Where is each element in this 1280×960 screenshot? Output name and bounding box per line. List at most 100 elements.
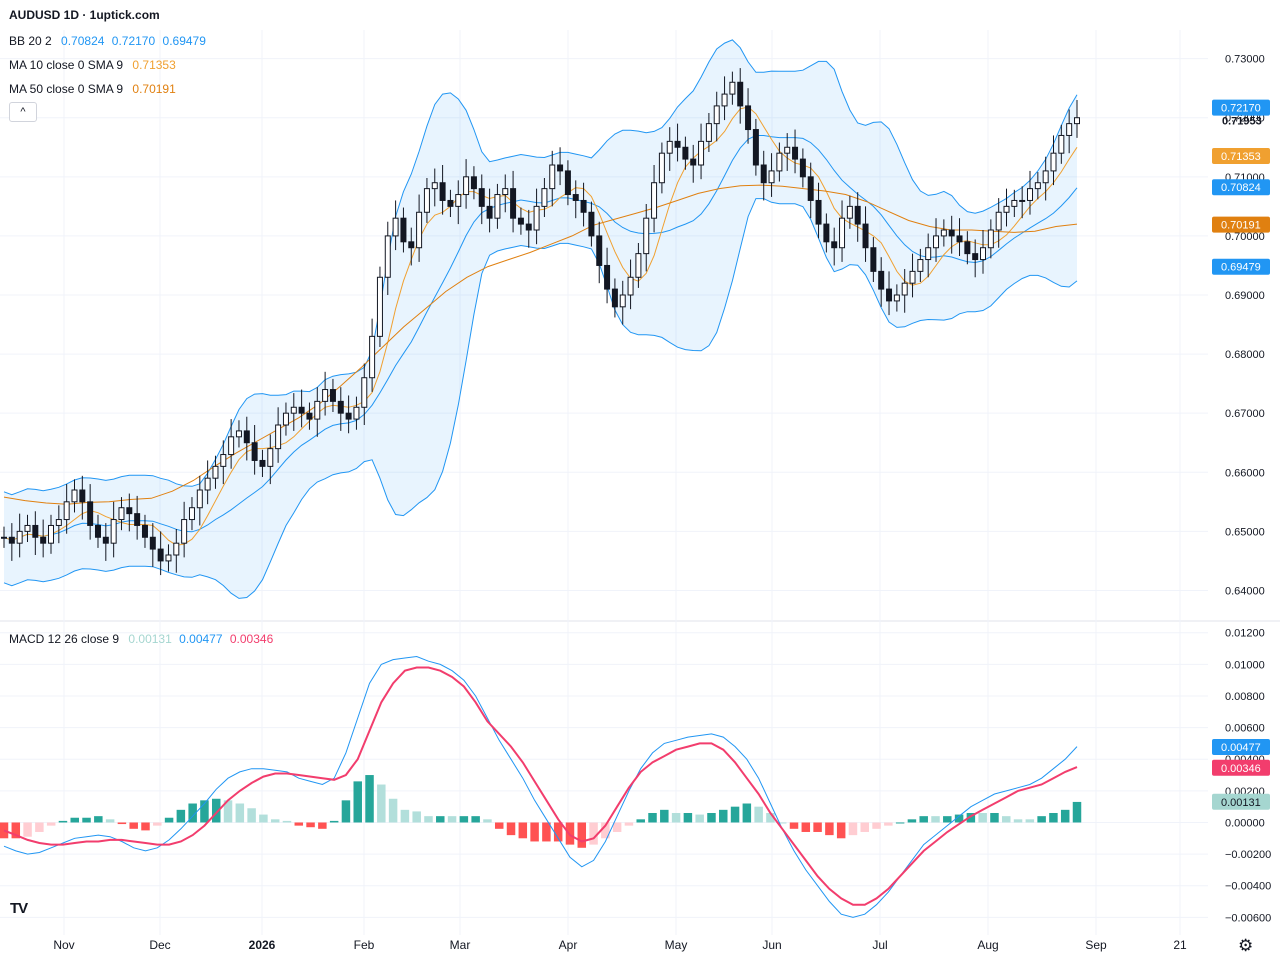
candle-body [235, 430, 242, 438]
candle-body [839, 217, 846, 249]
candle-body [71, 489, 78, 503]
legend-ma50[interactable]: MA 50 close 0 SMA 9 0.70191 [9, 82, 180, 96]
price-badge-label: 0.69479 [1221, 262, 1261, 274]
macd-histogram-bar [648, 812, 657, 823]
price-badge-label: 0.71353 [1221, 151, 1261, 163]
macd-histogram-bar [318, 822, 327, 829]
macd-histogram-bar [671, 812, 681, 823]
macd-histogram-bar [1002, 816, 1011, 823]
candle-body [964, 241, 971, 255]
gear-icon[interactable]: ⚙ [1238, 936, 1254, 955]
x-tick-label: Dec [149, 938, 170, 952]
y-tick-label: 0.67000 [1225, 408, 1265, 420]
candle-body [776, 152, 783, 172]
macd-histogram-bar [341, 800, 351, 823]
candle-body [729, 81, 736, 95]
y-tick-label: 0.00800 [1225, 691, 1265, 703]
candle-body [149, 536, 156, 550]
candle-body [32, 524, 39, 538]
legend-ma10[interactable]: MA 10 close 0 SMA 9 0.71353 [9, 58, 180, 72]
candle-body [721, 93, 728, 107]
candle-body [698, 140, 705, 166]
candle-body [173, 542, 180, 556]
candle-body [901, 282, 908, 296]
legend-bb-upper: 0.72170 [111, 34, 156, 48]
candle-body [784, 146, 791, 154]
candle-body [956, 235, 963, 243]
macd-histogram-bar [412, 811, 421, 823]
y-tick-label: 0.01000 [1225, 659, 1265, 671]
candle-body [541, 188, 548, 207]
macd-histogram-bar [58, 820, 68, 823]
macd-histogram-bar [223, 800, 233, 823]
macd-histogram-bar [294, 822, 304, 826]
macd-histogram-bar [624, 822, 634, 826]
candle-body [392, 217, 399, 237]
candle-body [212, 465, 219, 479]
y-tick-label: 0.00000 [1225, 817, 1265, 829]
candle-body [862, 223, 869, 249]
macd-histogram-bar [860, 822, 870, 832]
macd-histogram-bar [270, 819, 280, 823]
macd-histogram-bar [365, 775, 374, 823]
bollinger-band-fill [4, 39, 1077, 599]
chart-title: AUDUSD 1D · 1uptick.com [9, 8, 160, 22]
macd-histogram-bar [1072, 801, 1082, 823]
legend-ma50-name: MA 50 close 0 SMA 9 [9, 82, 124, 96]
macd-histogram-bar [282, 820, 292, 823]
y-tick-label: 0.69000 [1225, 290, 1265, 302]
macd-histogram-bar [494, 822, 504, 829]
macd-histogram-bar [966, 812, 976, 823]
macd-histogram-bar [1037, 816, 1046, 823]
macd-histogram-bar [707, 812, 716, 823]
candle-body [792, 146, 799, 160]
macd-histogram-bar [94, 816, 103, 823]
candle-body [290, 406, 297, 414]
legend-bb[interactable]: BB 20 2 0.70824 0.72170 0.69479 [9, 34, 210, 48]
macd-histogram-bar [200, 800, 209, 823]
candle-body [118, 507, 125, 521]
y-tick-label: 0.66000 [1225, 467, 1265, 479]
candle-body [917, 259, 924, 272]
macd-histogram-bar [931, 816, 940, 823]
y-tick-label: 0.70000 [1225, 231, 1265, 243]
tradingview-logo[interactable]: TV [10, 900, 28, 917]
legend-macd-line: 0.00477 [179, 632, 223, 646]
candle-body [275, 424, 282, 450]
candle-body [713, 105, 720, 125]
x-tick-label: Aug [977, 938, 998, 952]
macd-histogram-bar [695, 814, 704, 823]
x-tick-label: May [665, 938, 688, 952]
y-tick-label: 0.73000 [1225, 54, 1265, 66]
candle-body [188, 507, 195, 521]
candle-body [1042, 170, 1049, 184]
candle-body [243, 430, 250, 444]
legend-macd[interactable]: MACD 12 26 close 9 0.00131 0.00477 0.003… [9, 632, 277, 646]
candle-body [102, 536, 109, 544]
candle-body [525, 223, 532, 231]
y-tick-label: 0.68000 [1225, 349, 1265, 361]
legend-bb-lower: 0.69479 [162, 34, 206, 48]
y-tick-label: −0.00200 [1225, 849, 1271, 861]
macd-histogram-bar [424, 816, 433, 823]
y-tick-label: 0.64000 [1225, 585, 1265, 597]
macd-histogram-bar [530, 822, 539, 842]
candle-body [533, 205, 540, 231]
candle-body [165, 554, 172, 562]
candle-body [854, 205, 861, 225]
x-tick-label: Sep [1085, 938, 1107, 952]
macd-histogram-bar [211, 798, 221, 823]
candle-body [228, 436, 235, 456]
candle-body [431, 182, 438, 190]
last-close-label: 0.71953 [1222, 116, 1262, 128]
candle-body [47, 524, 54, 544]
collapse-legend-button[interactable]: ^ [9, 102, 37, 122]
macd-histogram-bar [235, 803, 245, 823]
candle-body [126, 507, 133, 515]
x-tick-label: Jul [872, 938, 887, 952]
candle-body [745, 105, 752, 131]
y-tick-label: 0.01200 [1225, 628, 1265, 640]
ma50-line [3, 184, 1078, 505]
macd-histogram-bar [153, 822, 162, 826]
